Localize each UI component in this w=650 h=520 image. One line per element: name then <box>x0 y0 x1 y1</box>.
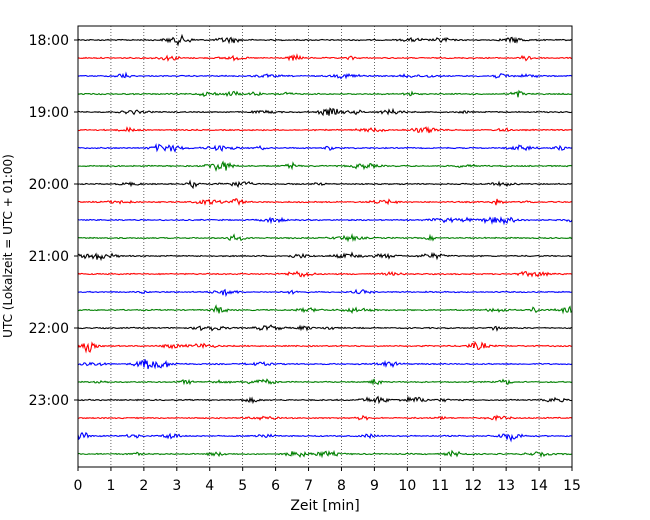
y-tick-label: 20:00 <box>29 177 69 193</box>
x-tick-label: 10 <box>398 478 416 494</box>
trace-line <box>77 126 573 134</box>
y-axis-label: UTC (Lokalzeit = UTC + 01:00) <box>1 154 15 338</box>
trace-line <box>77 53 573 62</box>
x-tick-label: 9 <box>370 478 379 494</box>
trace-line <box>77 340 573 354</box>
trace-line <box>77 107 573 117</box>
x-tick-label: 4 <box>205 478 214 494</box>
trace-line <box>77 251 573 262</box>
trace-line <box>77 324 573 332</box>
y-tick-label: 19:00 <box>29 105 69 121</box>
trace-line <box>77 215 573 226</box>
trace-line <box>77 359 573 370</box>
trace-line <box>77 33 573 47</box>
x-tick-label: 7 <box>304 478 313 494</box>
trace-line <box>77 449 573 459</box>
trace-line <box>77 198 573 206</box>
x-axis-label: Zeit [min] <box>290 498 359 514</box>
y-tick-label: 18:00 <box>29 33 69 49</box>
trace-line <box>77 288 573 298</box>
plot-frame <box>77 25 573 468</box>
trace-line <box>77 378 573 386</box>
x-tick-label: 8 <box>337 478 346 494</box>
trace-line <box>77 143 573 153</box>
x-tick-label: 5 <box>238 478 247 494</box>
x-tick-label: 13 <box>497 478 515 494</box>
x-tick-label: 14 <box>530 478 548 494</box>
y-tick-label: 22:00 <box>29 321 69 337</box>
x-axis-ticks: 0 1 2 3 4 5 6 7 8 9 10 11 12 13 14 15 <box>74 467 581 494</box>
trace-line <box>77 431 573 443</box>
trace-line <box>77 71 573 80</box>
y-tick-label: 21:00 <box>29 249 69 265</box>
trace-line <box>77 89 573 98</box>
x-tick-label: 0 <box>74 478 83 494</box>
y-tick-label: 23:00 <box>29 393 69 409</box>
trace-line <box>77 270 573 278</box>
x-tick-label: 11 <box>431 478 449 494</box>
trace-line <box>77 160 573 172</box>
x-tick-label: 1 <box>106 478 115 494</box>
trace-line <box>77 304 573 315</box>
trace-line <box>77 179 573 190</box>
trace-line <box>77 395 573 405</box>
x-tick-label: 15 <box>563 478 581 494</box>
x-tick-label: 12 <box>464 478 482 494</box>
trace-lines <box>77 33 573 459</box>
y-axis-ticks: 18:00 19:00 20:00 21:00 22:00 23:00 <box>29 33 78 409</box>
x-tick-label: 6 <box>271 478 280 494</box>
x-tick-label: 2 <box>139 478 148 494</box>
x-tick-label: 3 <box>172 478 181 494</box>
trace-line <box>77 414 573 422</box>
trace-line <box>77 232 573 243</box>
